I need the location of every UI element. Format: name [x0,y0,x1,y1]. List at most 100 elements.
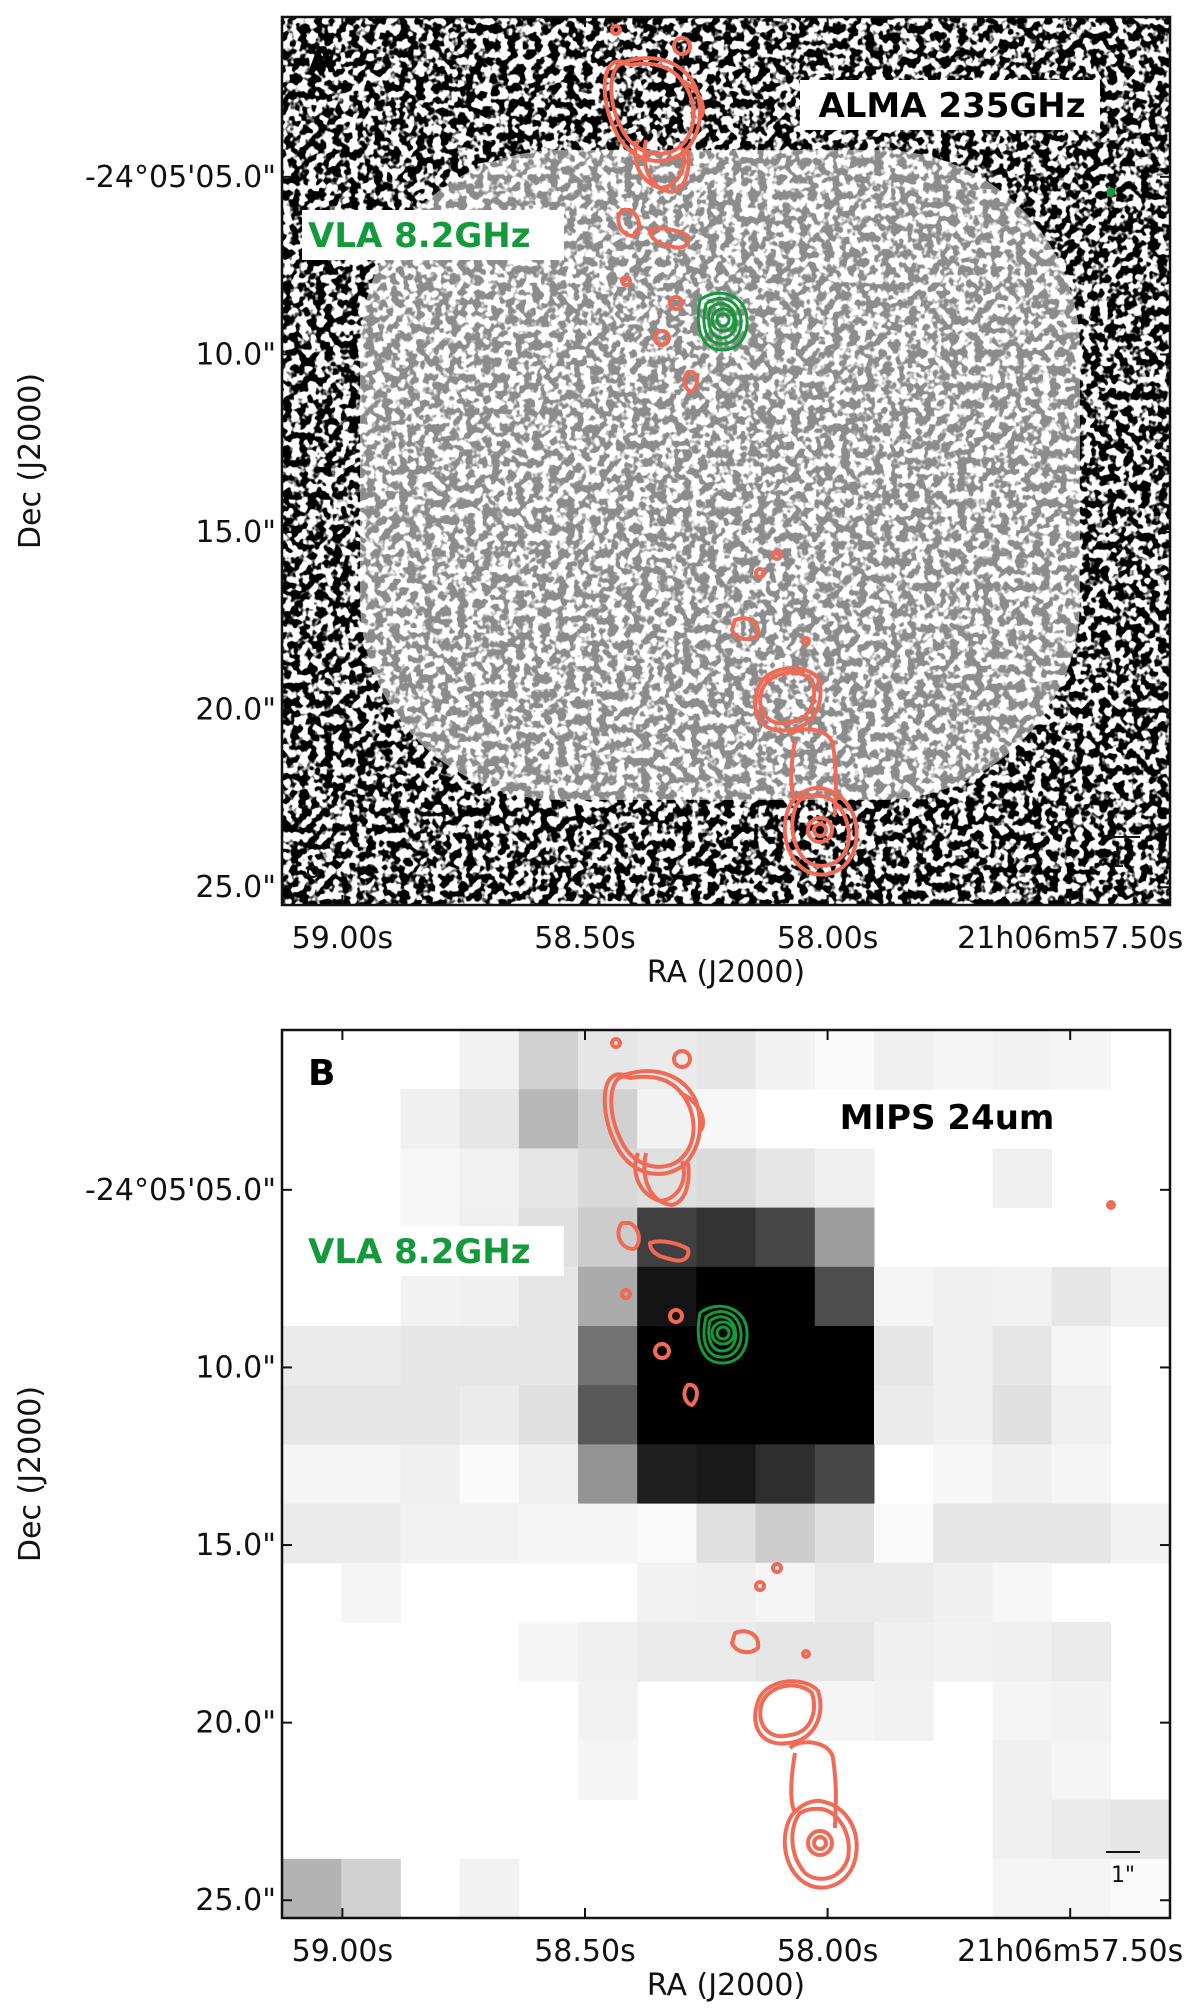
mips-pixel [992,1740,1053,1801]
mips-pixel [459,1266,520,1327]
mips-pixel [933,1562,993,1623]
mips-pixel [755,1503,816,1564]
mips-pixel [814,1622,875,1682]
mips-pixel [814,1562,875,1623]
mips-pixel [992,1326,1053,1386]
panel-b-xlabel: RA (J2000) [647,1968,805,2003]
mips-pixel [933,1266,993,1327]
mips-pixel [1051,1681,1112,1741]
mips-pixel [459,1444,520,1505]
panel-b-mips-pixel-image [282,1030,1170,1918]
mips-pixel [459,1030,520,1090]
panel-a-y-tick-label: 25.0" [195,870,276,905]
mips-pixel [933,1326,993,1386]
mips-pixel [282,1858,342,1918]
panel-a-ticks: 59.00s 58.50s 58.00s 21h06m57.50s -24°05'05.… [85,17,1183,956]
mips-pixel [341,1503,401,1564]
mips-pixel [933,1622,993,1682]
mips-pixel [992,1562,1053,1623]
mips-pixel [1051,1858,1112,1918]
mips-pixel [814,1266,875,1327]
mips-pixel [992,1385,1053,1445]
panel-a-vla-label-bg [302,210,564,260]
mips-pixel [637,1562,697,1623]
mips-pixel [341,1385,401,1445]
mips-pixel [282,1503,342,1564]
mips-pixel [1110,1799,1170,1860]
mips-pixel [518,1148,579,1209]
panel-a-letter: A [308,40,336,81]
panel-a-xlabel: RA (J2000) [647,955,805,990]
mips-pixel [1051,1266,1112,1327]
mips-pixel [992,1681,1053,1741]
mips-pixel [1051,1503,1112,1564]
mips-pixel [341,1562,401,1623]
mips-pixel [696,1089,757,1149]
panel-a-x-tick-label: 58.50s [534,921,636,956]
panel-b-x-tick-label: 58.00s [777,1934,879,1969]
panel-a-x-tick-label: 59.00s [292,921,394,956]
panel-b-scale-label: 1" [1111,1863,1135,1888]
mips-pixel [814,1503,875,1564]
mips-pixel [578,1444,638,1505]
mips-pixel [578,1207,638,1268]
mips-pixel [400,1444,461,1505]
mips-pixel [1051,1444,1112,1505]
mips-pixel [696,1207,757,1268]
mips-pixel [1051,1799,1112,1860]
mips-pixel [578,1326,638,1386]
panel-a-vla-label: VLA 8.2GHz [308,216,531,256]
mips-pixel [755,1148,816,1209]
panel-b-x-tick-label: 21h06m57.50s [957,1934,1183,1969]
mips-pixel [578,1740,638,1801]
panel-b-x-tick-label: 59.00s [292,1934,394,1969]
mips-pixel [518,1266,579,1327]
panel-b-frame [280,1028,1172,1920]
mips-pixel [518,1326,579,1386]
mips-pixel [1051,1622,1112,1682]
mips-pixel [696,1444,757,1505]
panel-b-x-tick-label: 58.50s [534,1934,636,1969]
mips-pixel [814,1207,875,1268]
panel-b-band-label: MIPS 24um [840,1098,1055,1138]
mips-pixel [814,1326,875,1386]
mips-pixel [933,1444,993,1505]
mips-pixel [578,1385,638,1445]
panel-b-y-tick-label: 25.0" [195,1883,276,1918]
mips-pixel [874,1385,934,1445]
panel-a-vla-contours [696,187,1116,352]
mips-pixel [755,1444,816,1505]
mips-pixel [755,1326,816,1386]
mips-pixel [874,1681,934,1741]
panel-b-ylabel: Dec (J2000) [13,1386,48,1562]
mips-pixel [637,1503,697,1564]
mips-pixel [874,1326,934,1386]
mips-pixel [874,1562,934,1623]
mips-pixel [341,1326,401,1386]
mips-pixel [992,1503,1053,1564]
panel-b-y-tick-label: 10.0" [195,1350,276,1385]
panel-b-y-tick-label: 15.0" [195,1528,276,1563]
panel-a-ylabel: Dec (J2000) [13,373,48,549]
mips-pixel [814,1681,875,1741]
mips-pixel [933,1385,993,1445]
mips-pixel [400,1266,461,1327]
mips-pixel [637,1385,697,1445]
panel-a-center-fade [360,150,1080,800]
mips-pixel [341,1444,401,1505]
mips-pixel [874,1030,934,1090]
mips-pixel [933,1030,993,1090]
mips-pixel [578,1681,638,1741]
mips-pixel [992,1858,1053,1918]
mips-pixel [696,1148,757,1209]
panel-a-frame [280,15,1172,907]
panel-a-x-tick-label: 21h06m57.50s [957,921,1183,956]
mips-pixel [696,1030,757,1090]
mips-pixel [518,1503,579,1564]
mips-pixel [400,1503,461,1564]
mips-pixel [578,1503,638,1564]
mips-pixel [282,1444,342,1505]
mips-pixel [637,1266,697,1327]
mips-pixel [992,1799,1053,1860]
